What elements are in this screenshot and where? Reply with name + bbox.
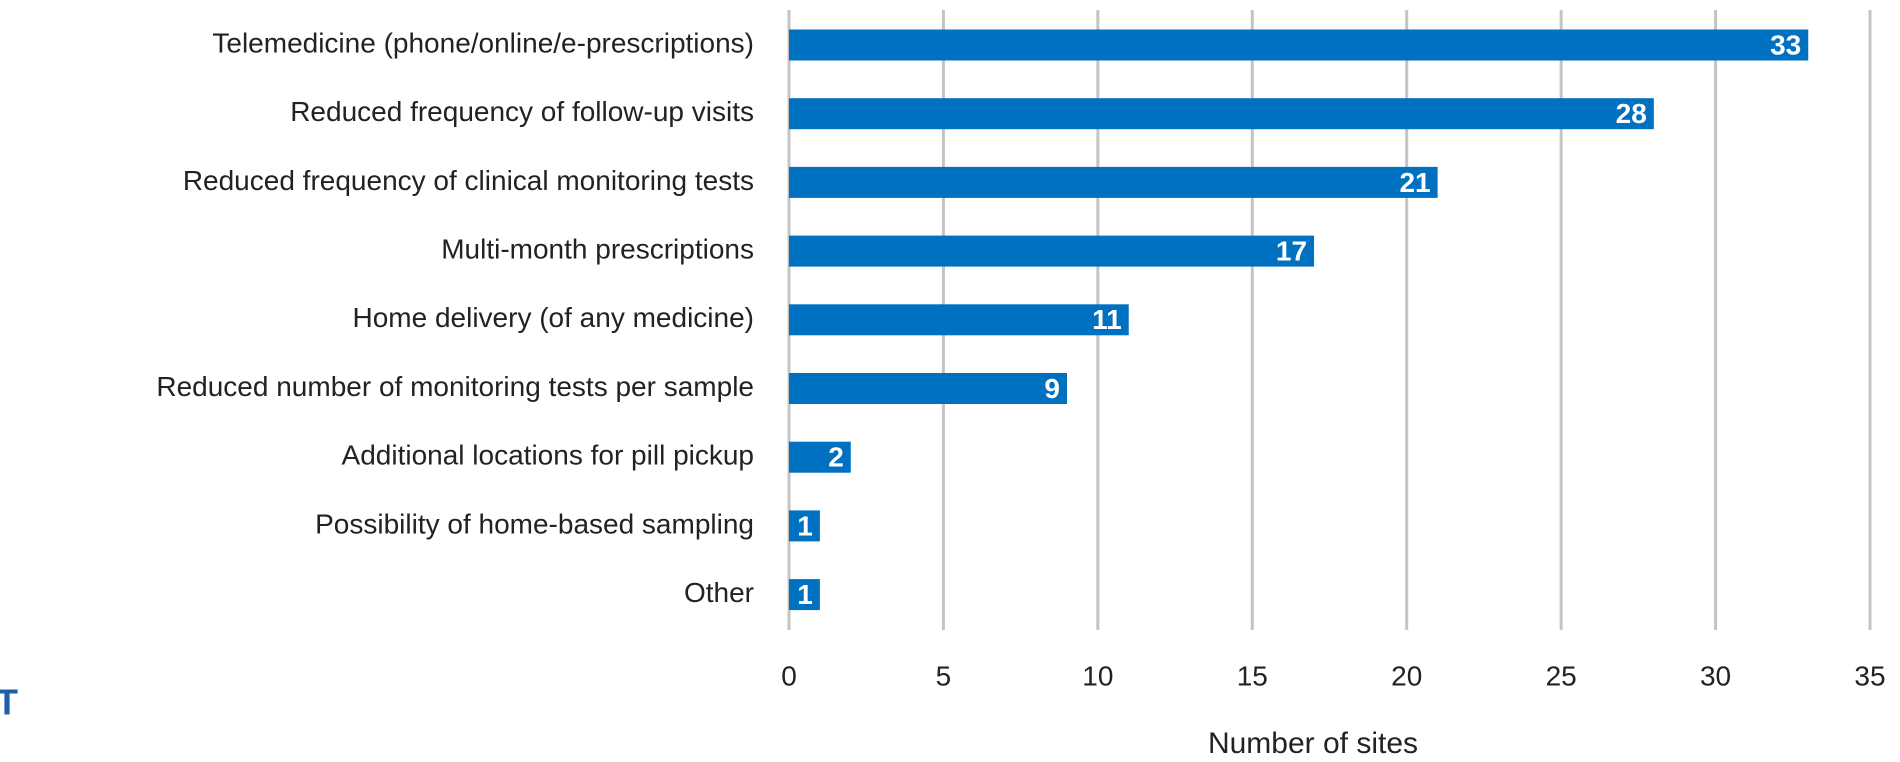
data-label: 11 <box>1092 304 1122 335</box>
x-tick-label: 5 <box>936 660 952 691</box>
bar <box>789 166 1438 198</box>
category-label: Reduced frequency of follow-up visits <box>290 96 754 127</box>
x-tick-label: 0 <box>781 660 797 691</box>
category-label: Home delivery (of any medicine) <box>353 302 755 333</box>
bar <box>789 579 820 611</box>
category-label: Multi-month prescriptions <box>441 233 754 264</box>
data-label: 28 <box>1616 98 1647 129</box>
data-label: 1 <box>797 510 813 541</box>
logo: T <box>0 682 18 723</box>
x-tick-label: 20 <box>1391 660 1422 691</box>
category-label: Reduced number of monitoring tests per s… <box>156 371 754 402</box>
bar <box>789 373 1067 404</box>
category-label: Additional locations for pill pickup <box>342 440 754 471</box>
bar <box>789 510 820 542</box>
bar <box>789 441 851 473</box>
data-label: 2 <box>828 442 844 473</box>
data-label: 17 <box>1276 235 1307 266</box>
x-tick-label: 35 <box>1854 660 1885 691</box>
category-label: Possibility of home-based sampling <box>315 508 754 539</box>
bar <box>789 235 1315 267</box>
category-label: Telemedicine (phone/online/e-prescriptio… <box>212 27 754 58</box>
bar <box>789 29 1809 61</box>
x-axis-title: Number of sites <box>1208 727 1418 760</box>
data-label: 9 <box>1044 373 1060 404</box>
category-label: Other <box>684 577 754 608</box>
data-label: 33 <box>1770 29 1801 60</box>
bar <box>789 98 1654 130</box>
data-label: 21 <box>1399 167 1430 198</box>
bar <box>789 304 1129 336</box>
x-tick-label: 15 <box>1237 660 1268 691</box>
x-tick-label: 30 <box>1700 660 1731 691</box>
x-tick-label: 10 <box>1082 660 1113 691</box>
category-label: Reduced frequency of clinical monitoring… <box>183 165 754 196</box>
x-tick-label: 25 <box>1546 660 1577 691</box>
data-label: 1 <box>797 579 813 610</box>
